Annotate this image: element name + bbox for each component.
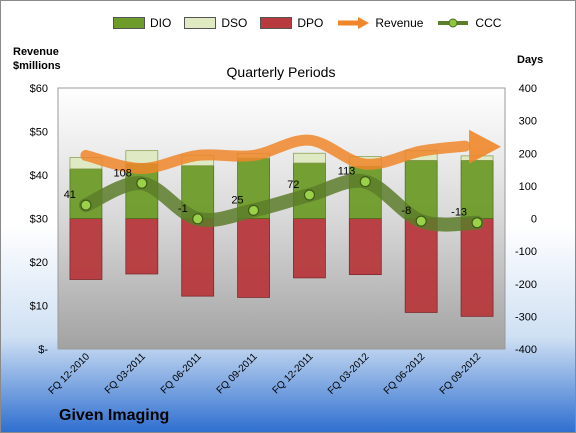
ccc-point: [80, 199, 92, 211]
legend-dso-swatch: [184, 17, 217, 29]
ccc-data-label: 113: [338, 166, 356, 178]
left-tick-label: $60: [30, 83, 48, 95]
ccc-data-label: -13: [451, 207, 467, 219]
ccc-data-label: -8: [401, 205, 411, 217]
left-tick-label: $50: [30, 127, 48, 139]
chart-plot: Quarterly Periods $- $10 $20 $30 $40 $50 $60 -…: [30, 64, 537, 397]
left-tick-label: $20: [30, 257, 48, 269]
left-axis-title-line2: $millions: [13, 60, 61, 72]
revenue-arrow-head: [469, 129, 502, 164]
x-tick-label: FQ 03-2011: [103, 351, 148, 396]
bar-dpo: [69, 218, 103, 280]
ccc-data-label: 25: [231, 194, 243, 206]
bar-dpo: [404, 218, 438, 313]
x-tick-label: FQ 12-2011: [271, 351, 316, 396]
ccc-data-label: 72: [287, 179, 299, 191]
left-axis-title: Revenue $millions: [13, 45, 61, 73]
line-ccc: [78, 173, 485, 232]
x-tick-label: FQ 06-2012: [382, 351, 428, 397]
x-tick-label: FQ 09-2011: [215, 351, 260, 396]
right-axis-title: Days: [517, 54, 544, 66]
ccc-point: [303, 189, 316, 201]
legend-ccc: CCC: [436, 16, 501, 30]
legend-dio-label: DIO: [150, 16, 172, 30]
bar-dpo: [237, 218, 270, 298]
right-tick-label: -100: [515, 246, 537, 258]
bar-dpo: [348, 218, 382, 276]
legend-dpo-swatch: [260, 17, 293, 29]
legend-revenue-arrow: [338, 17, 370, 29]
legend-dio-swatch: [113, 17, 145, 29]
ccc-point: [471, 217, 483, 229]
bar-dso: [293, 152, 326, 164]
x-tick-label: FQ 06-2011: [159, 351, 204, 396]
ccc-point: [247, 204, 260, 216]
left-tick-label: $30: [30, 214, 48, 226]
legend-dso: DSO: [184, 16, 247, 30]
right-tick-label: 400: [519, 83, 537, 95]
right-tick-label: 200: [519, 148, 537, 160]
ccc-point: [136, 177, 148, 189]
legend-dio: DIO: [113, 16, 171, 30]
ccc-data-label: -1: [178, 203, 188, 215]
right-tick-label: -200: [515, 279, 537, 291]
legend-revenue: Revenue: [336, 16, 423, 30]
legend-revenue-label: Revenue: [375, 16, 424, 30]
legend-ccc-line: [438, 18, 469, 28]
right-tick-label: -400: [515, 344, 537, 356]
x-tick-label: FQ 09-2012: [438, 351, 484, 397]
chart-title: Quarterly Periods: [227, 64, 336, 80]
left-axis-title-line1: Revenue: [13, 46, 59, 58]
bar-dpo: [460, 218, 494, 317]
legend-dso-label: DSO: [221, 16, 248, 30]
x-tick-label: FQ 03-2012: [326, 351, 372, 397]
bar-dpo: [181, 218, 215, 297]
ccc-data-label: 108: [113, 167, 131, 179]
company-name: Given Imaging: [59, 407, 170, 424]
left-tick-label: $40: [30, 170, 48, 182]
legend-dpo-label: DPO: [297, 16, 324, 30]
right-tick-label: 0: [531, 214, 537, 226]
legend-ccc-label: CCC: [475, 16, 502, 30]
right-tick-label: 300: [519, 116, 537, 128]
ccc-point: [415, 215, 427, 227]
bar-dpo: [125, 218, 159, 275]
bar-dio: [460, 160, 494, 219]
bar-dpo: [293, 218, 326, 279]
left-tick-label: $10: [30, 301, 48, 313]
right-tick-label: -300: [515, 311, 537, 323]
legend-dpo: DPO: [260, 16, 323, 30]
ccc-point: [359, 176, 371, 188]
left-tick-label: $-: [38, 344, 48, 356]
ccc-point: [192, 213, 204, 225]
ccc-data-label: 41: [64, 189, 76, 201]
right-tick-label: 100: [519, 181, 537, 193]
x-tick-label: FQ 12-2010: [47, 351, 93, 397]
legend: DIO DSO DPO Revenue CCC: [113, 13, 514, 33]
line-revenue: [80, 134, 471, 174]
